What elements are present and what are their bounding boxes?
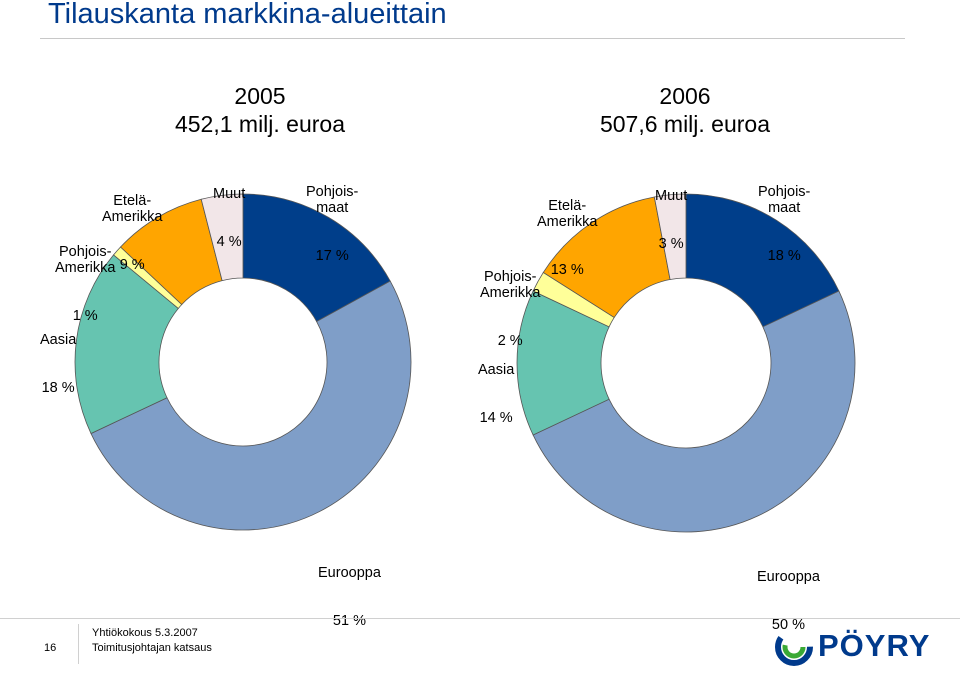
label-2006-eurooppa: Eurooppa 50 % (757, 537, 820, 649)
label-2006-muut-name: Muut (655, 188, 688, 204)
footer-vertical-divider (78, 624, 79, 664)
label-2006-etela-amerikka: Etelä- Amerikka 13 % (537, 166, 597, 294)
label-2006-pohjois-amerikka-name: Pohjois- Amerikka (480, 269, 541, 301)
donut-chart-2005 (74, 193, 412, 531)
chart-2005-total: 452,1 milj. euroa (174, 111, 346, 137)
label-2006-eurooppa-name: Eurooppa (757, 569, 820, 585)
label-2006-aasia-name: Aasia (478, 362, 515, 378)
label-2005-eurooppa-name: Eurooppa (318, 565, 381, 581)
label-2006-pohjoismaat: Pohjois- maat 18 % (758, 152, 810, 280)
footer-event: Yhtiökokous 5.3.2007 (92, 627, 198, 639)
label-2005-pohjoismaat-value: 17 % (315, 248, 349, 264)
label-2006-aasia: Aasia 14 % (478, 330, 514, 442)
poyry-logo-icon (775, 628, 813, 666)
slice-2005-aasia (74, 254, 179, 435)
slice-2006-pohjoismaat (685, 193, 840, 328)
label-2006-etela-amerikka-name: Etelä- Amerikka (537, 198, 598, 230)
label-2005-eurooppa: Eurooppa 51 % (318, 533, 381, 645)
footer-subtitle: Toimitusjohtajan katsaus (92, 642, 212, 654)
label-2005-pohjois-amerikka: Pohjois- Amerikka 1 % (55, 212, 115, 340)
label-2005-muut-value: 4 % (216, 234, 242, 250)
label-2005-pohjoismaat-name: Pohjois- maat (306, 184, 359, 216)
label-2006-muut-value: 3 % (658, 236, 684, 252)
label-2005-muut-name: Muut (213, 186, 246, 202)
chart-2006-total: 507,6 milj. euroa (599, 111, 771, 137)
label-2005-aasia-value: 18 % (41, 380, 75, 396)
label-2006-pohjois-amerikka: Pohjois- Amerikka 2 % (480, 237, 540, 365)
label-2005-aasia: Aasia 18 % (40, 300, 76, 412)
footer-divider (0, 618, 960, 619)
label-2005-pohjoismaat: Pohjois- maat 17 % (306, 152, 358, 280)
slice-2006-muut (653, 193, 687, 280)
label-2006-pohjoismaat-value: 18 % (767, 248, 801, 264)
chart-2006-year: 2006 (659, 83, 711, 109)
chart-2006-heading: 2006 507,6 milj. euroa (565, 82, 805, 138)
label-2005-etela-amerikka: Etelä- Amerikka 9 % (102, 161, 162, 289)
label-2005-pohjois-amerikka-name: Pohjois- Amerikka (55, 244, 116, 276)
slice-2005-eurooppa (90, 280, 412, 531)
slice-2006-eurooppa (532, 290, 856, 533)
label-2006-pohjoismaat-name: Pohjois- maat (758, 184, 811, 216)
title-divider (40, 38, 905, 39)
donut-chart-2006 (516, 193, 856, 533)
poyry-logo-text: PÖYRY (818, 628, 931, 663)
slice-2005-muut (200, 193, 244, 282)
label-2006-etela-amerikka-value: 13 % (550, 262, 584, 278)
label-2006-pohjois-amerikka-value: 2 % (497, 333, 523, 349)
slide-title: Tilauskanta markkina-alueittain (48, 0, 447, 30)
label-2006-aasia-value: 14 % (479, 410, 513, 426)
page-number: 16 (44, 642, 57, 654)
label-2005-etela-amerikka-value: 9 % (119, 257, 145, 273)
label-2005-aasia-name: Aasia (40, 332, 77, 348)
charts-canvas (74, 193, 856, 533)
label-2005-muut: Muut 4 % (213, 154, 245, 266)
slice-2005-pohjoismaat (242, 193, 391, 323)
label-2005-etela-amerikka-name: Etelä- Amerikka (102, 193, 163, 225)
chart-2005-heading: 2005 452,1 milj. euroa (140, 82, 380, 138)
label-2006-eurooppa-value: 50 % (771, 617, 805, 633)
label-2006-muut: Muut 3 % (655, 156, 687, 268)
label-2005-pohjois-amerikka-value: 1 % (72, 308, 98, 324)
chart-2005-year: 2005 (234, 83, 286, 109)
label-2005-eurooppa-value: 51 % (332, 613, 366, 629)
